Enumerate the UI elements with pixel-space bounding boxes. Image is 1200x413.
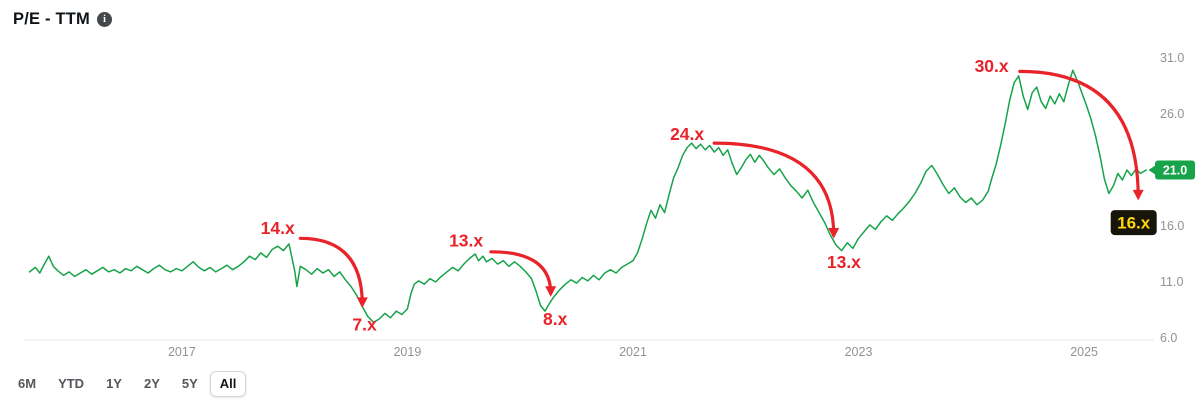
range-button-5y[interactable]: 5Y xyxy=(172,371,208,397)
info-icon[interactable]: i xyxy=(96,12,112,27)
x-axis-tick: 2019 xyxy=(393,345,421,359)
current-value-pointer xyxy=(1148,165,1156,175)
pe-line-series xyxy=(28,69,1147,324)
range-button-all[interactable]: All xyxy=(209,371,247,397)
pe-annotation-label: 30.x xyxy=(975,56,1009,76)
trend-arrow xyxy=(712,141,840,239)
pe-annotation-label: 13.x xyxy=(827,252,861,272)
pe-annotation-label: 8.x xyxy=(543,309,568,329)
current-value-label: 21.0 xyxy=(1163,164,1187,178)
pe-annotation-label: 13.x xyxy=(449,231,483,251)
x-axis-tick: 2021 xyxy=(619,345,647,359)
y-axis-tick: 11.0 xyxy=(1160,275,1183,289)
range-selector: 6M YTD 1Y 2Y 5Y All xyxy=(8,371,247,397)
trend-arrow xyxy=(489,250,557,297)
forward-pe-badge xyxy=(1110,210,1157,236)
y-axis-tick: 16.0 xyxy=(1160,219,1184,233)
chart-title: P/E - TTM xyxy=(13,10,90,28)
pe-annotation-label: 14.x xyxy=(261,218,295,238)
pe-annotation-label: 7.x xyxy=(352,315,377,335)
x-axis-tick: 2025 xyxy=(1070,345,1098,359)
y-axis-tick: 31.0 xyxy=(1160,51,1184,65)
current-value-badge xyxy=(1155,160,1195,180)
y-axis-tick: 6.0 xyxy=(1160,331,1177,345)
y-axis-tick: 26.0 xyxy=(1160,107,1184,121)
range-button-1y[interactable]: 1Y xyxy=(96,371,132,397)
range-button-2y[interactable]: 2Y xyxy=(134,371,170,397)
range-button-ytd[interactable]: YTD xyxy=(48,371,94,397)
forward-pe-badge-label: 16.x xyxy=(1117,214,1151,233)
chart-header: P/E - TTM i xyxy=(13,10,112,29)
pe-annotation-label: 24.x xyxy=(670,124,704,144)
x-axis-tick: 2017 xyxy=(168,345,196,359)
trend-arrow xyxy=(298,236,368,308)
x-axis-tick: 2023 xyxy=(845,345,873,359)
trend-arrow xyxy=(1018,69,1144,201)
range-button-6m[interactable]: 6M xyxy=(8,371,46,397)
